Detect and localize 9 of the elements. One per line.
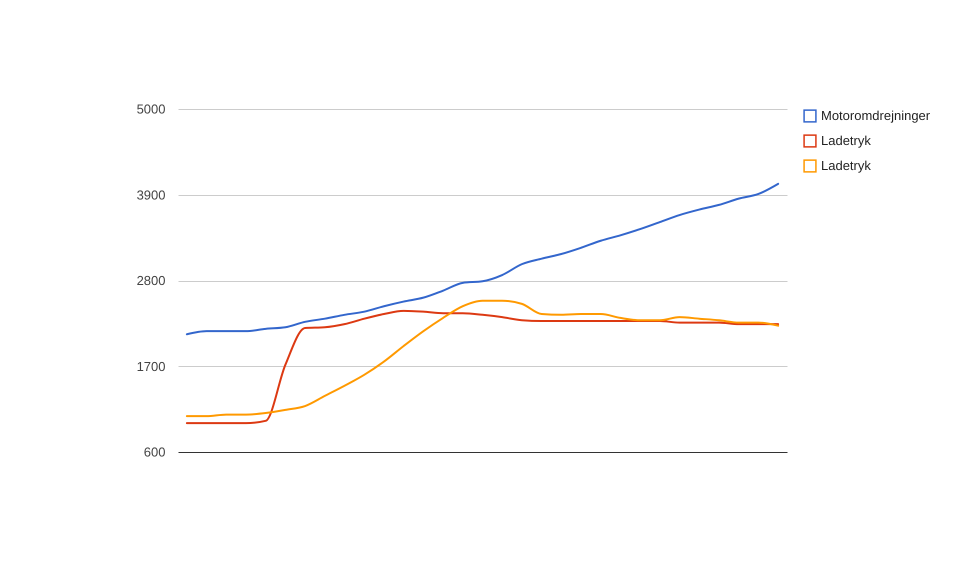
line-series <box>186 182 780 336</box>
y-tick-label: 600 <box>144 444 166 460</box>
y-tick-label: 5000 <box>136 102 166 116</box>
y-tick-label: 1700 <box>136 358 166 374</box>
legend-label: Ladetryk <box>821 158 872 173</box>
y-tick-label: 3900 <box>136 187 166 202</box>
y-tick-label: 2800 <box>136 273 166 288</box>
legend-label: Motoromdrejninger <box>821 108 931 123</box>
legend-label: Ladetryk <box>821 133 872 148</box>
